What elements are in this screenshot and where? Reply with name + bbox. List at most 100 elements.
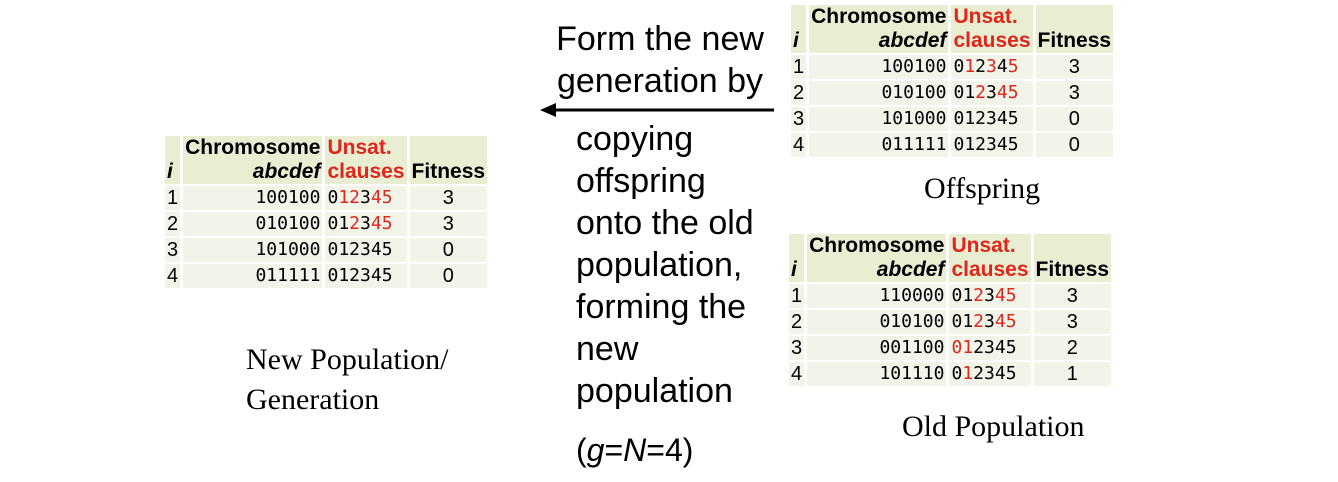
clause-digit: 2 bbox=[973, 311, 985, 332]
row-index: 4 bbox=[791, 133, 807, 157]
unsat-clauses-value: 012345 bbox=[949, 284, 1031, 308]
unsat-clauses-value: 012345 bbox=[949, 336, 1031, 360]
col-unsat-header: Unsat. clauses bbox=[949, 234, 1031, 282]
formula: (g=N=4) bbox=[576, 432, 694, 468]
clause-digit: 2 bbox=[349, 265, 361, 286]
row-index: 1 bbox=[791, 55, 807, 79]
desc-line: forming the bbox=[576, 288, 747, 326]
clause-digit: 5 bbox=[1005, 311, 1017, 332]
clause-digit: 5 bbox=[381, 213, 393, 234]
fitness-value: 3 bbox=[1035, 81, 1114, 105]
chromosome-value: 100100 bbox=[809, 55, 949, 79]
clause-digit: 1 bbox=[338, 187, 350, 208]
col-fitness-header: Fitness bbox=[1035, 5, 1114, 53]
clause-digit: 5 bbox=[1005, 337, 1017, 358]
col-i-header: i bbox=[791, 5, 807, 53]
fitness-value: 1 bbox=[1033, 362, 1112, 386]
clause-digit: 5 bbox=[381, 239, 393, 260]
table-row: 4 011111 012345 0 bbox=[791, 133, 1114, 157]
clause-digit: 0 bbox=[951, 311, 963, 332]
chromosome-value: 110000 bbox=[807, 284, 947, 308]
table-row: 3 001100 012345 2 bbox=[789, 336, 1112, 360]
fitness-value: 0 bbox=[409, 238, 488, 262]
clause-digit: 2 bbox=[973, 337, 985, 358]
col-chromosome-header: Chromosome abcdef bbox=[809, 5, 949, 53]
clause-digit: 5 bbox=[381, 187, 393, 208]
desc-line: offspring bbox=[576, 162, 706, 200]
clause-digit: 2 bbox=[975, 82, 987, 103]
clause-digit: 2 bbox=[975, 56, 987, 77]
fitness-value: 2 bbox=[1033, 336, 1112, 360]
unsat-clauses-value: 012345 bbox=[951, 107, 1033, 131]
chromosome-value: 101000 bbox=[809, 107, 949, 131]
clause-digit: 5 bbox=[1007, 82, 1019, 103]
col-fitness-header: Fitness bbox=[1033, 234, 1112, 282]
caption-line-2: Generation bbox=[246, 383, 380, 416]
row-index: 1 bbox=[165, 186, 181, 210]
clause-digit: 3 bbox=[984, 285, 995, 306]
fitness-value: 0 bbox=[409, 264, 488, 288]
clause-digit: 4 bbox=[994, 285, 1006, 306]
clause-digit: 1 bbox=[964, 56, 976, 77]
clause-digit: 3 bbox=[986, 82, 997, 103]
fitness-value: 3 bbox=[409, 212, 488, 236]
table-row: 2 010100 012345 3 bbox=[789, 310, 1112, 334]
row-index: 2 bbox=[789, 310, 805, 334]
chromosome-value: 011111 bbox=[809, 133, 949, 157]
left-arrow-icon bbox=[540, 103, 774, 117]
table-row: 4 011111 012345 0 bbox=[165, 264, 488, 288]
unsat-clauses-value: 012345 bbox=[949, 362, 1031, 386]
clause-digit: 5 bbox=[1007, 108, 1019, 129]
chromosome-value: 011111 bbox=[183, 264, 323, 288]
unsat-clauses-value: 012345 bbox=[951, 81, 1033, 105]
clause-digit: 3 bbox=[986, 134, 997, 155]
unsat-clauses-value: 012345 bbox=[949, 310, 1031, 334]
chromosome-value: 101110 bbox=[807, 362, 947, 386]
chromosome-value: 010100 bbox=[809, 81, 949, 105]
clause-digit: 0 bbox=[953, 134, 965, 155]
clause-digit: 0 bbox=[327, 187, 339, 208]
clause-digit: 4 bbox=[996, 134, 1008, 155]
fitness-value: 0 bbox=[1035, 107, 1114, 131]
desc-line: population, bbox=[576, 246, 743, 284]
clause-digit: 1 bbox=[338, 265, 350, 286]
clause-digit: 0 bbox=[327, 239, 339, 260]
instruction-description: copying offspring onto the old populatio… bbox=[576, 118, 754, 412]
chromosome-value: 101000 bbox=[183, 238, 323, 262]
clause-digit: 0 bbox=[953, 82, 965, 103]
clause-digit: 1 bbox=[338, 239, 350, 260]
clause-digit: 1 bbox=[962, 363, 974, 384]
chromosome-value: 100100 bbox=[183, 186, 323, 210]
clause-digit: 4 bbox=[370, 187, 382, 208]
clause-digit: 4 bbox=[994, 363, 1006, 384]
col-fitness-header: Fitness bbox=[409, 136, 488, 184]
clause-digit: 3 bbox=[986, 56, 997, 77]
desc-line: onto the old bbox=[576, 204, 754, 242]
offspring-caption: Offspring bbox=[924, 172, 1041, 205]
clause-digit: 1 bbox=[962, 285, 974, 306]
clause-digit: 2 bbox=[975, 134, 987, 155]
clause-digit: 0 bbox=[327, 213, 339, 234]
clause-digit: 0 bbox=[951, 285, 963, 306]
clause-digit: 1 bbox=[962, 337, 974, 358]
clause-digit: 4 bbox=[370, 213, 382, 234]
clause-digit: 5 bbox=[1005, 285, 1017, 306]
clause-digit: 2 bbox=[975, 108, 987, 129]
clause-digit: 4 bbox=[996, 82, 1008, 103]
row-index: 2 bbox=[791, 81, 807, 105]
fitness-value: 3 bbox=[1035, 55, 1114, 79]
clause-digit: 0 bbox=[951, 363, 963, 384]
chromosome-value: 010100 bbox=[183, 212, 323, 236]
table-row: 3 101000 012345 0 bbox=[165, 238, 488, 262]
row-index: 3 bbox=[165, 238, 181, 262]
clause-digit: 2 bbox=[349, 187, 361, 208]
desc-line: new bbox=[576, 330, 639, 368]
clause-digit: 0 bbox=[951, 337, 963, 358]
caption-line-1: New Population/ bbox=[246, 343, 449, 376]
table-row: 1 100100 012345 3 bbox=[165, 186, 488, 210]
col-i-header: i bbox=[165, 136, 181, 184]
clause-digit: 3 bbox=[984, 363, 995, 384]
row-index: 4 bbox=[789, 362, 805, 386]
clause-digit: 4 bbox=[994, 311, 1006, 332]
clause-digit: 0 bbox=[953, 108, 965, 129]
